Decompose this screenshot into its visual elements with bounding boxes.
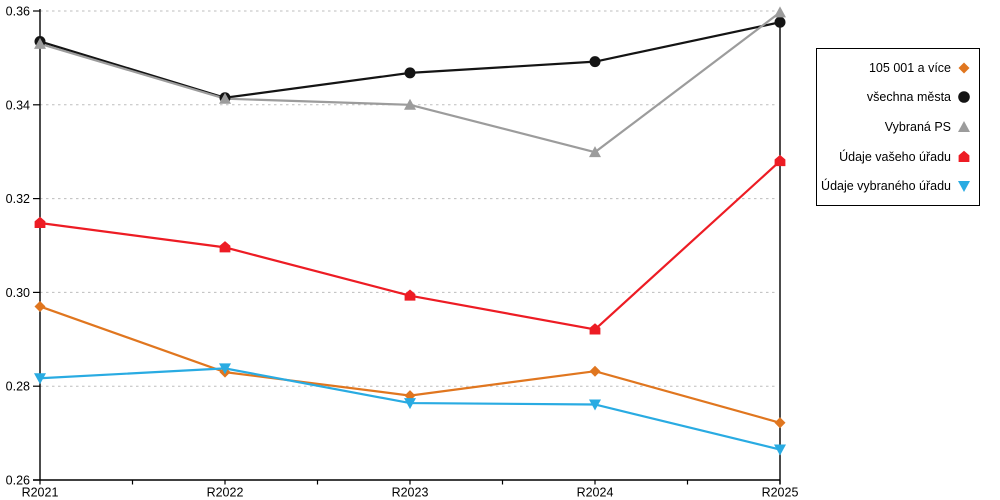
legend-marker-shape xyxy=(958,91,970,104)
data-point-marker xyxy=(404,67,416,79)
legend-label: Údaje vybraného úřadu xyxy=(821,179,951,194)
data-point-marker xyxy=(404,289,416,301)
series-line xyxy=(39,11,781,154)
data-point-marker xyxy=(404,98,416,110)
legend-item: Údaje vybraného úřadu xyxy=(817,179,979,193)
pentagon-icon xyxy=(958,150,970,162)
legend-marker-shape xyxy=(958,181,970,193)
legend-item: všechna města xyxy=(817,90,979,104)
data-point-marker xyxy=(219,363,231,375)
diamond-icon xyxy=(958,62,970,74)
data-point-marker xyxy=(774,154,786,167)
data-point-marker xyxy=(219,92,231,104)
data-point-marker xyxy=(34,216,46,228)
data-point-marker xyxy=(774,417,786,429)
legend-item: Údaje vašeho úřadu xyxy=(817,150,979,164)
data-point-marker xyxy=(774,444,786,456)
data-point-marker xyxy=(34,300,46,312)
legend-label: Údaje vašeho úřadu xyxy=(839,149,951,164)
data-point-marker xyxy=(589,146,601,158)
x-tick-label: R2021 xyxy=(22,486,59,500)
x-tick-label: R2025 xyxy=(762,486,799,500)
y-tick-label: 0.34 xyxy=(6,98,30,112)
triangle-down-icon xyxy=(958,181,970,193)
legend-label: všechna města xyxy=(866,90,951,105)
data-point-marker xyxy=(34,37,46,49)
y-tick-label: 0.32 xyxy=(6,192,30,206)
legend-item: 105 001 a více xyxy=(817,61,979,75)
legend-marker-shape xyxy=(958,120,970,132)
circle-icon xyxy=(958,91,970,104)
legend-label: Vybraná PS xyxy=(884,119,951,134)
data-point-marker xyxy=(589,365,601,377)
triangle-up-icon xyxy=(958,120,970,132)
data-point-marker xyxy=(589,56,601,68)
legend-marker-shape xyxy=(958,150,970,162)
y-tick-label: 0.28 xyxy=(6,380,30,394)
data-point-marker xyxy=(774,16,786,28)
legend: 105 001 a více všechna města Vybraná PS Úda… xyxy=(816,48,980,206)
y-tick-label: 0.26 xyxy=(6,474,30,488)
data-point-marker xyxy=(219,241,231,253)
data-point-marker xyxy=(589,399,601,411)
y-tick-label: 0.30 xyxy=(6,286,30,300)
series-line xyxy=(39,21,781,99)
x-tick-label: R2024 xyxy=(577,486,614,500)
data-point-marker xyxy=(404,398,416,410)
x-tick-label: R2023 xyxy=(392,486,429,500)
x-tick-label: R2022 xyxy=(207,486,244,500)
data-point-marker xyxy=(774,6,786,18)
series-line xyxy=(39,160,781,331)
data-point-marker xyxy=(589,323,601,335)
y-tick-label: 0.36 xyxy=(6,5,30,19)
legend-item: Vybraná PS xyxy=(817,120,979,134)
data-point-marker xyxy=(34,373,46,385)
legend-marker-shape xyxy=(958,62,970,74)
legend-label: 105 001 a více xyxy=(868,60,951,75)
